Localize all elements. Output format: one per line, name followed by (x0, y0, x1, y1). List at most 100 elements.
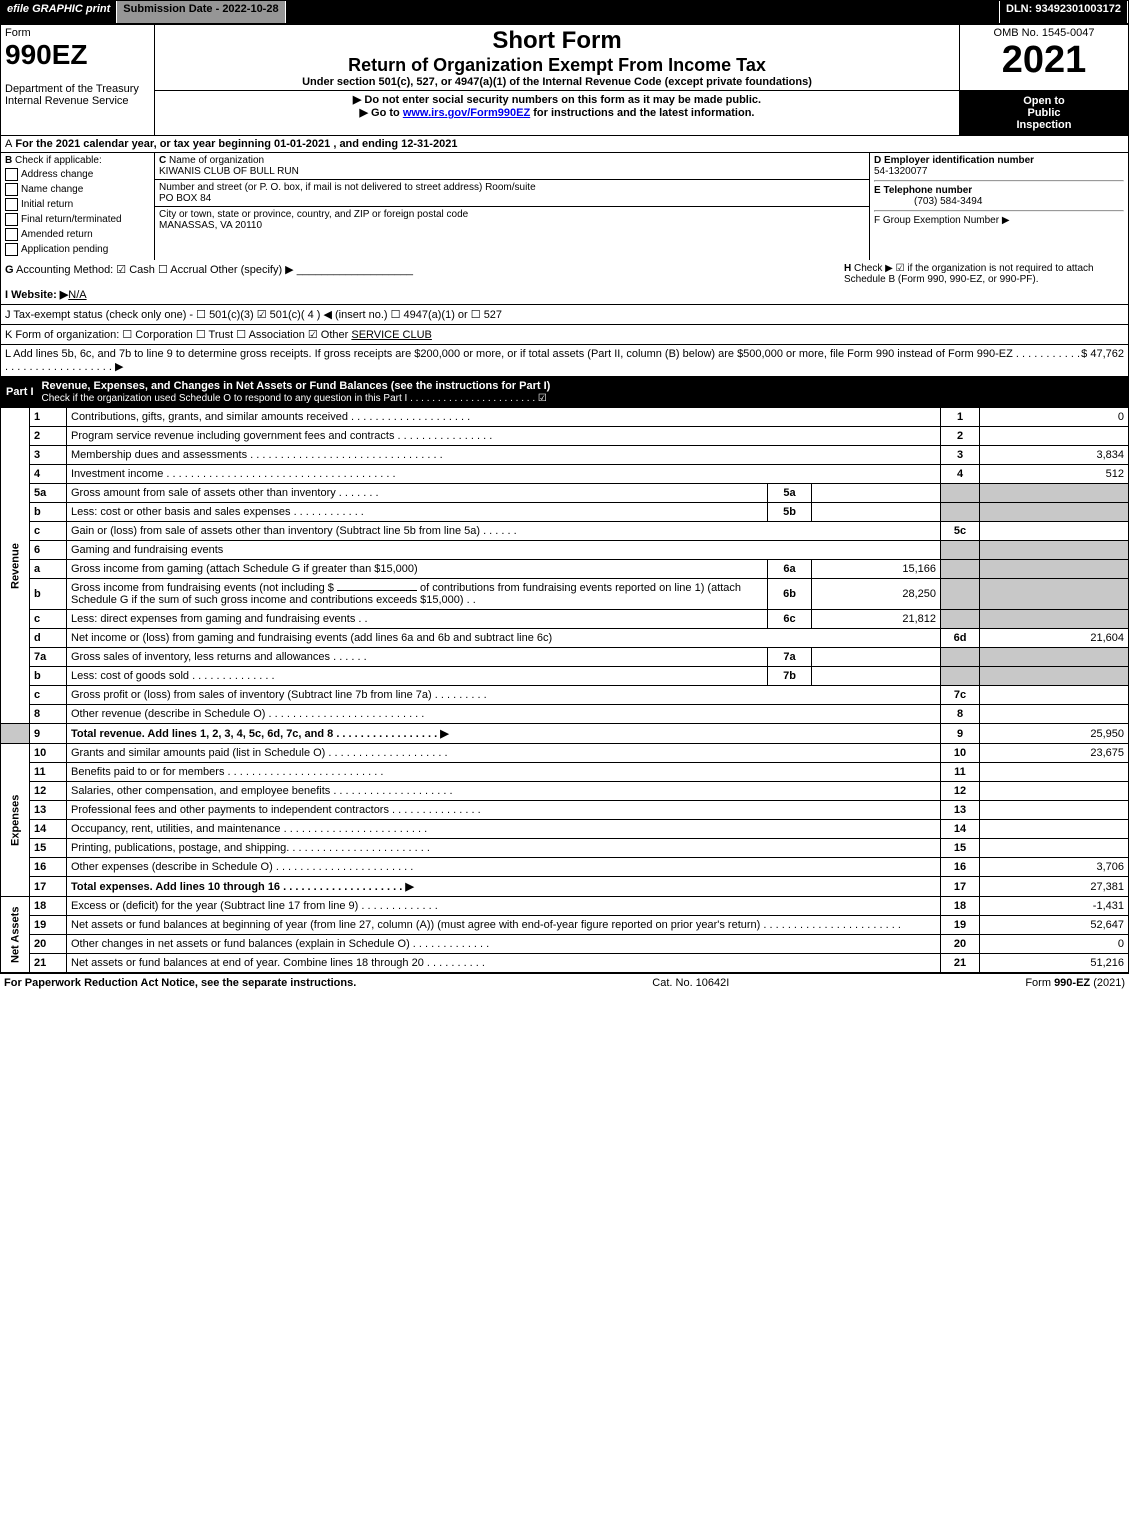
efile-label[interactable]: efile GRAPHIC print (1, 1, 117, 23)
l7b-val (812, 667, 941, 686)
l7c-ln: 7c (941, 686, 980, 705)
topbar: efile GRAPHIC print Submission Date - 20… (0, 0, 1129, 24)
l21-amt: 51,216 (980, 954, 1129, 973)
l5a-ln-grey (941, 484, 980, 503)
part1-sub: Check if the organization used Schedule … (42, 393, 547, 404)
l17-num: 17 (30, 877, 67, 897)
l12-ln: 12 (941, 782, 980, 801)
l6d-num: d (30, 629, 67, 648)
row-a-text: For the 2021 calendar year, or tax year … (15, 138, 457, 150)
part1-tab: Part I (6, 386, 34, 398)
b-heading: Check if applicable: (15, 155, 102, 166)
section-def: D Employer identification number 54-1320… (870, 153, 1128, 260)
cb-name-change[interactable] (5, 183, 18, 196)
l7c-amt (980, 686, 1129, 705)
cb-address-change[interactable] (5, 168, 18, 181)
org-name: KIWANIS CLUB OF BULL RUN (159, 166, 299, 177)
l20-amt: 0 (980, 935, 1129, 954)
l14-num: 14 (30, 820, 67, 839)
l14-desc: Occupancy, rent, utilities, and maintena… (67, 820, 941, 839)
l6d-ln: 6d (941, 629, 980, 648)
ein-value: 54-1320077 (874, 166, 927, 177)
instr-post: for instructions and the latest informat… (530, 107, 754, 119)
l6d-desc: Net income or (loss) from gaming and fun… (67, 629, 941, 648)
section-bcd: B Check if applicable: Address change Na… (0, 153, 1129, 260)
cb1-label: Address change (21, 169, 93, 180)
f-label: F Group Exemption Number ▶ (874, 215, 1010, 226)
l19-desc: Net assets or fund balances at beginning… (67, 916, 941, 935)
l6b-desc1: Gross income from fundraising events (no… (71, 582, 334, 594)
cb-amended-return[interactable] (5, 228, 18, 241)
l5a-num: 5a (30, 484, 67, 503)
l7a-amt-grey (980, 648, 1129, 667)
l6-desc: Gaming and fundraising events (67, 541, 941, 560)
l20-desc: Other changes in net assets or fund bala… (67, 935, 941, 954)
footer-mid: Cat. No. 10642I (652, 977, 729, 989)
row-a-label: A (5, 138, 12, 150)
cb3-label: Initial return (21, 199, 73, 210)
l7c-num: c (30, 686, 67, 705)
tax-year: 2021 (964, 39, 1124, 82)
l6b-amt-grey (980, 579, 1129, 610)
cb5-label: Amended return (21, 229, 93, 240)
dept-treasury: Department of the Treasury (5, 83, 139, 95)
l7b-num: b (30, 667, 67, 686)
e-label: E Telephone number (874, 185, 972, 196)
name-label: Name of organization (169, 155, 264, 166)
l20-ln: 20 (941, 935, 980, 954)
h-label: H (844, 263, 851, 274)
l19-amt: 52,647 (980, 916, 1129, 935)
l6-amt-grey (980, 541, 1129, 560)
l6b-num: b (30, 579, 67, 610)
l5a-desc: Gross amount from sale of assets other t… (67, 484, 768, 503)
l2-num: 2 (30, 427, 67, 446)
topbar-spacer (286, 1, 1000, 23)
irs-link[interactable]: www.irs.gov/Form990EZ (403, 107, 530, 119)
l5b-amt-grey (980, 503, 1129, 522)
l8-ln: 8 (941, 705, 980, 724)
l4-desc: Investment income . . . . . . . . . . . … (67, 465, 941, 484)
l20-num: 20 (30, 935, 67, 954)
l1-amt: 0 (980, 408, 1129, 427)
l15-ln: 15 (941, 839, 980, 858)
cb-final-return[interactable] (5, 213, 18, 226)
cb-initial-return[interactable] (5, 198, 18, 211)
l14-ln: 14 (941, 820, 980, 839)
section-b: B Check if applicable: Address change Na… (1, 153, 155, 260)
c-label: C (159, 155, 166, 166)
side-rev-end (1, 724, 30, 744)
l7b-sub: 7b (768, 667, 812, 686)
k-other: SERVICE CLUB (351, 329, 432, 341)
l9-amt: 25,950 (980, 724, 1129, 744)
l6a-amt-grey (980, 560, 1129, 579)
h-text: Check ▶ ☑ if the organization is not req… (844, 263, 1094, 285)
l6c-num: c (30, 610, 67, 629)
l7a-val (812, 648, 941, 667)
l17-ln: 17 (941, 877, 980, 897)
l12-amt (980, 782, 1129, 801)
l6c-val: 21,812 (812, 610, 941, 629)
form-number: 990EZ (5, 39, 88, 70)
cb4-label: Final return/terminated (21, 214, 122, 225)
cb-application-pending[interactable] (5, 243, 18, 256)
l5c-ln: 5c (941, 522, 980, 541)
l11-desc: Benefits paid to or for members . . . . … (67, 763, 941, 782)
l7a-desc: Gross sales of inventory, less returns a… (67, 648, 768, 667)
l7b-desc: Less: cost of goods sold . . . . . . . .… (67, 667, 768, 686)
l8-num: 8 (30, 705, 67, 724)
g-label: G (5, 264, 14, 276)
b-label: B (5, 155, 12, 166)
l7a-sub: 7a (768, 648, 812, 667)
l13-ln: 13 (941, 801, 980, 820)
form-label: Form (5, 27, 31, 39)
l6a-sub: 6a (768, 560, 812, 579)
website-value: N/A (68, 289, 86, 301)
l2-amt (980, 427, 1129, 446)
l4-amt: 512 (980, 465, 1129, 484)
l12-desc: Salaries, other compensation, and employ… (67, 782, 941, 801)
l6c-desc: Less: direct expenses from gaming and fu… (67, 610, 768, 629)
l21-num: 21 (30, 954, 67, 973)
part1-title: Revenue, Expenses, and Changes in Net As… (42, 380, 551, 392)
l13-desc: Professional fees and other payments to … (67, 801, 941, 820)
row-k: K Form of organization: ☐ Corporation ☐ … (0, 325, 1129, 345)
